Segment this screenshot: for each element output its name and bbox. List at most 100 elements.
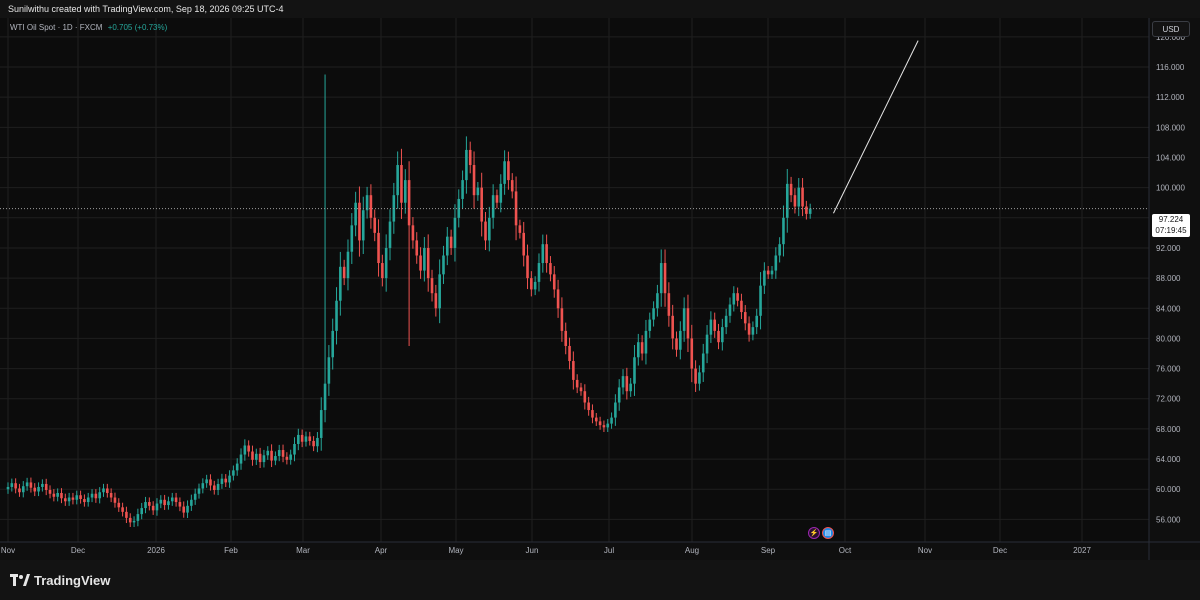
candle-body bbox=[67, 497, 71, 502]
candle bbox=[60, 488, 63, 504]
candle bbox=[44, 478, 48, 496]
tradingview-logo-icon bbox=[10, 574, 30, 586]
candle bbox=[56, 488, 59, 502]
candle bbox=[476, 181, 480, 201]
candle-body bbox=[128, 517, 132, 523]
candle bbox=[293, 437, 296, 462]
candle bbox=[671, 304, 674, 350]
price-axis-divider bbox=[0, 18, 1200, 560]
time-axis[interactable]: Nov Dec 2026 Feb Mar Apr May Jun Jul Aug Sep Oct Nov… bbox=[1, 546, 1092, 555]
candle-body bbox=[373, 217, 377, 233]
candle bbox=[381, 254, 384, 287]
candle bbox=[724, 308, 728, 335]
candle-body bbox=[778, 244, 781, 256]
time-tick-label: Jun bbox=[526, 546, 539, 555]
candle bbox=[686, 294, 690, 353]
candle bbox=[778, 237, 781, 263]
top-bar: Sunilwithu created with TradingView.com,… bbox=[0, 0, 1200, 18]
drawing-annotations[interactable] bbox=[833, 40, 919, 214]
candle bbox=[491, 184, 495, 229]
time-tick-label: Apr bbox=[375, 546, 388, 555]
candle-body bbox=[277, 450, 281, 457]
time-tick-label: 2026 bbox=[147, 546, 165, 555]
price-chart[interactable]: 56.000 60.000 64.000 68.000 72.000 76.000 80.0… bbox=[0, 0, 1200, 560]
candle-body bbox=[526, 255, 529, 279]
candle-body bbox=[774, 255, 778, 271]
us-flag-icon[interactable]: ▤ bbox=[822, 527, 834, 539]
candle-body bbox=[224, 478, 228, 483]
candle-body bbox=[174, 497, 178, 503]
candle-body bbox=[640, 342, 644, 354]
candle bbox=[732, 286, 736, 312]
candle-body bbox=[621, 376, 625, 388]
candle-body bbox=[705, 334, 709, 354]
candle-body bbox=[556, 289, 560, 309]
candle bbox=[805, 200, 808, 220]
candle-body bbox=[522, 232, 525, 256]
candle-body bbox=[98, 492, 101, 499]
candle-body bbox=[312, 440, 315, 447]
candle bbox=[740, 293, 743, 320]
lightning-icon[interactable]: ⚡ bbox=[808, 527, 820, 539]
candle-body bbox=[132, 520, 136, 523]
candle bbox=[808, 203, 812, 219]
currency-button[interactable]: USD bbox=[1152, 21, 1190, 37]
candle bbox=[71, 492, 75, 505]
candle-body bbox=[197, 488, 201, 494]
candle bbox=[258, 447, 262, 468]
candle bbox=[690, 324, 694, 383]
candle bbox=[453, 204, 457, 262]
chart-pane[interactable] bbox=[0, 18, 1149, 542]
candle-body bbox=[805, 206, 808, 214]
candle-body bbox=[190, 499, 193, 506]
candle-body bbox=[18, 488, 21, 493]
candle-body bbox=[243, 445, 247, 455]
candle bbox=[125, 506, 128, 524]
candle-body bbox=[201, 483, 205, 489]
candle-body bbox=[690, 338, 694, 369]
candle-body bbox=[713, 319, 716, 331]
price-tick-label: 120.000 bbox=[1156, 33, 1185, 42]
tradingview-logo[interactable]: TradingView bbox=[10, 572, 110, 588]
candle-body bbox=[48, 489, 52, 494]
candle bbox=[148, 497, 151, 511]
candle-body bbox=[106, 488, 109, 493]
candle bbox=[21, 481, 25, 498]
candle bbox=[579, 382, 583, 396]
candle bbox=[759, 272, 762, 330]
candle bbox=[174, 492, 178, 507]
candle bbox=[419, 247, 422, 279]
candle-body bbox=[572, 361, 575, 380]
trend-line[interactable] bbox=[833, 40, 919, 214]
candle bbox=[721, 318, 724, 351]
candle-body bbox=[564, 330, 568, 346]
candle bbox=[430, 269, 434, 302]
candle-body bbox=[801, 187, 804, 207]
candle bbox=[507, 151, 510, 190]
candle-body bbox=[495, 195, 499, 203]
last-price-label: 97.224 07:19:45 bbox=[1152, 214, 1190, 237]
candle-body bbox=[75, 495, 79, 500]
candle-body bbox=[510, 180, 514, 192]
candle bbox=[698, 365, 701, 391]
candle bbox=[633, 345, 636, 396]
candle bbox=[575, 374, 579, 394]
candle-body bbox=[308, 436, 312, 441]
candle-body bbox=[671, 315, 674, 339]
candle-body bbox=[316, 437, 319, 447]
candle-body bbox=[266, 450, 270, 456]
candle bbox=[457, 189, 461, 228]
candle-body bbox=[182, 506, 186, 513]
candle-body bbox=[652, 308, 655, 320]
candle-body bbox=[178, 502, 182, 507]
candle-body bbox=[228, 475, 231, 483]
candle-body bbox=[594, 417, 598, 422]
candle bbox=[541, 234, 545, 273]
candle-body bbox=[415, 240, 419, 256]
event-markers[interactable]: ⚡ ▤ bbox=[808, 527, 834, 539]
symbol-legend[interactable]: WTI Oil Spot · 1D · FXCM +0.705 (+0.73%) bbox=[10, 23, 167, 32]
candle bbox=[499, 174, 503, 213]
price-axis[interactable]: 56.000 60.000 64.000 68.000 72.000 76.000 80.0… bbox=[1156, 33, 1185, 525]
candle bbox=[186, 500, 189, 518]
candle-body bbox=[6, 486, 10, 490]
